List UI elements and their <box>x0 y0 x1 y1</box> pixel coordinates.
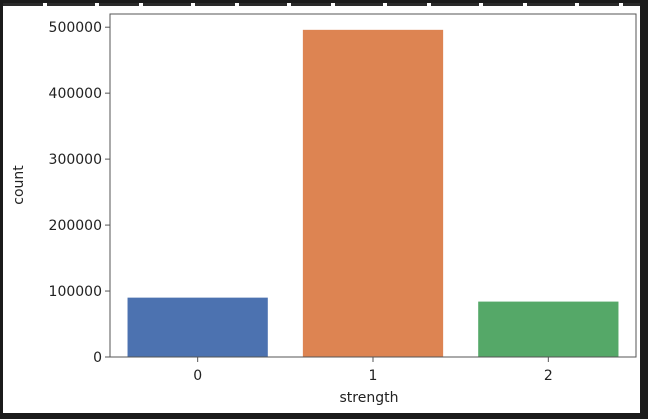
cropped-top-edge <box>3 3 640 6</box>
y-tick-label: 100000 <box>49 284 102 300</box>
y-tick-label: 400000 <box>49 86 102 102</box>
bar-1 <box>302 29 444 357</box>
x-tick-label: 2 <box>544 368 553 384</box>
bar-2 <box>478 301 619 357</box>
bars <box>127 29 619 357</box>
bar-chart: 0 100000 200000 300000 400000 500000 0 1 2 stre… <box>11 13 637 406</box>
y-tick-label: 300000 <box>49 152 102 168</box>
x-axis-ticks: 0 1 2 <box>193 357 553 384</box>
chart-figure: 0 100000 200000 300000 400000 500000 0 1 2 stre… <box>3 3 640 413</box>
x-axis-label: strength <box>340 390 399 406</box>
y-axis-ticks: 0 100000 200000 300000 400000 500000 <box>49 20 110 366</box>
x-tick-label: 0 <box>193 368 202 384</box>
y-tick-label: 200000 <box>49 218 102 234</box>
bar-0 <box>127 297 268 357</box>
y-axis-label: count <box>11 165 27 205</box>
x-tick-label: 1 <box>369 368 378 384</box>
y-tick-label: 0 <box>93 350 102 366</box>
y-tick-label: 500000 <box>49 20 102 36</box>
axes-frame <box>109 13 637 358</box>
